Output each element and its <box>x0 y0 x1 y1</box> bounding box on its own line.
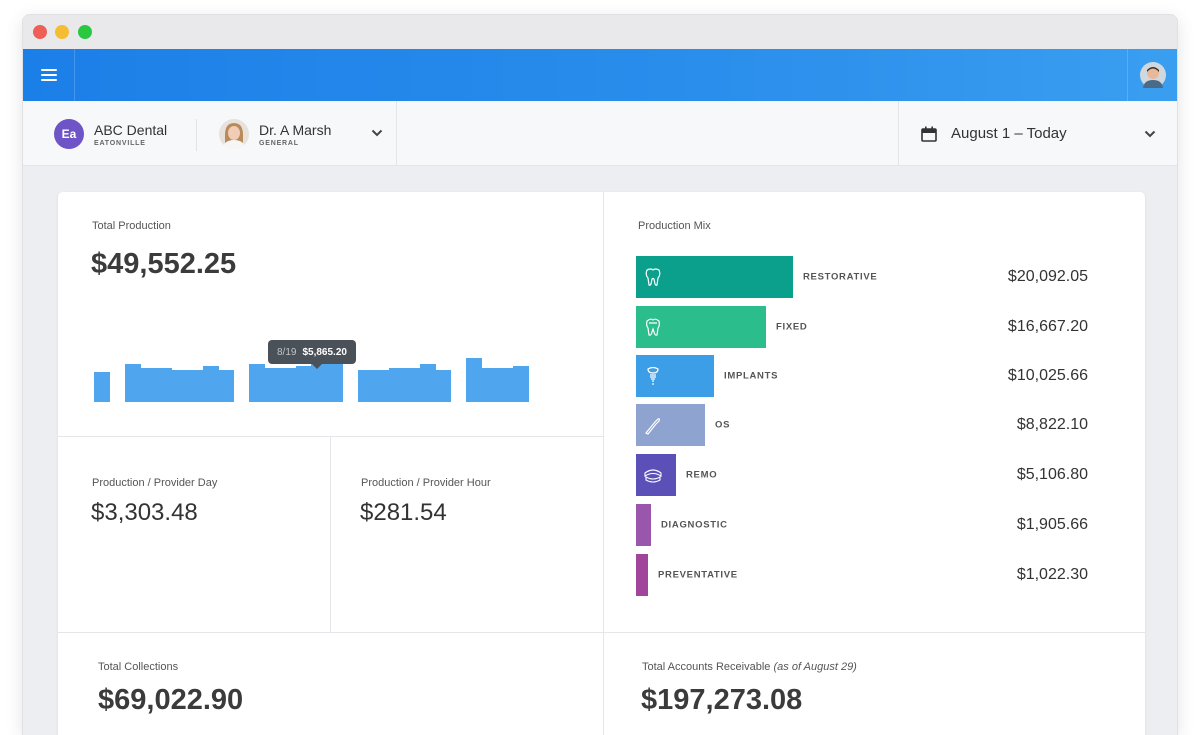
production-bar[interactable] <box>218 370 234 402</box>
divider <box>330 436 331 632</box>
production-bar[interactable] <box>140 368 157 402</box>
production-bar[interactable] <box>512 366 529 402</box>
provider-name: Dr. A Marsh <box>259 121 332 138</box>
production-bar[interactable] <box>156 368 172 402</box>
production-bar[interactable] <box>326 364 343 402</box>
production-bar[interactable] <box>481 368 498 402</box>
production-mix-label: IMPLANTS <box>724 370 779 382</box>
chevron-down-icon[interactable] <box>371 129 383 137</box>
implant-icon <box>647 366 659 385</box>
production-mix-value: $8,822.10 <box>1016 416 1088 433</box>
total-ar-title: Total Accounts Receivable <box>642 661 771 673</box>
practice-location: EATONVILLE <box>94 139 146 147</box>
production-mix-value: $20,092.05 <box>1007 268 1088 285</box>
production-bar[interactable] <box>435 370 451 402</box>
production-mix-bar <box>636 256 793 298</box>
filter-toolbar: Ea ABC Dental EATONVILLE Dr. A Marsh GEN… <box>23 101 1177 166</box>
production-bar[interactable] <box>280 368 296 402</box>
toolbar-divider <box>396 101 397 166</box>
practice-name: ABC Dental <box>94 121 168 138</box>
toolbar-divider <box>898 101 899 166</box>
hamburger-icon <box>40 69 57 81</box>
maximize-window-button[interactable] <box>78 25 92 39</box>
user-avatar <box>1139 62 1166 88</box>
total-production-value: $49,552.25 <box>91 248 237 280</box>
production-mix-value: $16,667.20 <box>1007 318 1088 335</box>
divider <box>603 192 604 735</box>
production-mix-label: OS <box>715 419 731 431</box>
production-bar[interactable] <box>202 366 219 402</box>
production-per-day-value: $3,303.48 <box>91 499 198 526</box>
total-ar-note: (as of August 29) <box>773 661 857 673</box>
production-bar[interactable] <box>357 370 374 402</box>
production-bar[interactable] <box>419 364 436 402</box>
crown-icon <box>646 318 660 336</box>
date-range-selector[interactable]: August 1 – Today <box>899 101 1177 166</box>
chevron-down-icon <box>1144 130 1156 138</box>
production-bar[interactable] <box>404 368 420 402</box>
production-bar[interactable] <box>125 364 141 402</box>
production-bar[interactable] <box>295 366 312 402</box>
menu-button[interactable] <box>23 49 75 101</box>
production-mix-bar <box>636 554 648 596</box>
production-mix-label: Production Mix <box>638 220 711 232</box>
provider-selector[interactable]: Dr. A Marsh GENERAL <box>219 119 331 149</box>
minimize-window-button[interactable] <box>55 25 69 39</box>
divider <box>58 632 1145 633</box>
toolbar-divider <box>196 119 197 151</box>
production-bar[interactable] <box>388 368 405 402</box>
production-bar[interactable] <box>94 372 110 402</box>
production-mix-label: PREVENTATIVE <box>658 569 738 581</box>
production-bar[interactable] <box>466 358 482 402</box>
production-per-day-label: Production / Provider Day <box>92 477 218 489</box>
production-mix-bar <box>636 404 705 446</box>
date-range-label: August 1 – Today <box>951 125 1067 142</box>
production-bar[interactable] <box>264 368 281 402</box>
practice-selector[interactable]: Ea ABC Dental EATONVILLE <box>54 119 167 149</box>
provider-role: GENERAL <box>259 139 299 147</box>
scalpel-icon <box>645 418 660 435</box>
production-mix-bar <box>636 454 676 496</box>
close-window-button[interactable] <box>33 25 47 39</box>
production-bar[interactable] <box>373 370 389 402</box>
total-collections-label: Total Collections <box>98 661 179 673</box>
production-bar[interactable] <box>497 368 513 402</box>
total-production-label: Total Production <box>92 220 171 232</box>
tooth-icon <box>645 268 661 286</box>
production-mix-bar <box>636 504 651 546</box>
production-bar[interactable] <box>187 370 203 402</box>
tooltip-value: $5,865.20 <box>302 346 347 358</box>
practice-avatar: Ea <box>54 119 84 149</box>
total-ar-value: $197,273.08 <box>641 684 803 716</box>
production-per-hour-label: Production / Provider Hour <box>361 477 491 489</box>
tooltip-date: 8/19 <box>277 346 297 358</box>
production-per-hour-value: $281.54 <box>360 499 447 526</box>
production-mix-value: $1,905.66 <box>1016 516 1088 533</box>
total-ar-label: Total Accounts Receivable (as of August … <box>642 661 857 673</box>
production-mix-bar <box>636 306 766 348</box>
production-bar[interactable] <box>171 370 188 402</box>
provider-avatar <box>219 119 249 149</box>
app-window: Ea ABC Dental EATONVILLE Dr. A Marsh GEN… <box>23 15 1177 735</box>
production-mix-label: REMO <box>686 469 718 481</box>
production-bar[interactable] <box>311 364 327 402</box>
user-avatar-button[interactable] <box>1127 49 1177 101</box>
window-titlebar <box>23 15 1177 49</box>
calendar-icon <box>921 126 937 142</box>
production-mix-value: $10,025.66 <box>1007 367 1088 384</box>
app-header-bar <box>23 49 1177 101</box>
production-mix-bar <box>636 355 714 397</box>
chart-tooltip: 8/19 $5,865.20 <box>268 340 356 369</box>
production-bar[interactable] <box>249 364 265 402</box>
denture-icon <box>644 469 662 483</box>
production-mix-value: $1,022.30 <box>1016 566 1088 583</box>
production-mix-label: DIAGNOSTIC <box>661 519 728 531</box>
total-collections-value: $69,022.90 <box>98 684 244 716</box>
production-mix-label: FIXED <box>776 321 808 333</box>
production-mix-label: RESTORATIVE <box>803 271 878 283</box>
production-mix-value: $5,106.80 <box>1016 466 1088 483</box>
dashboard-card: Total Production $49,552.25 8/19 $5,865.… <box>58 192 1145 735</box>
